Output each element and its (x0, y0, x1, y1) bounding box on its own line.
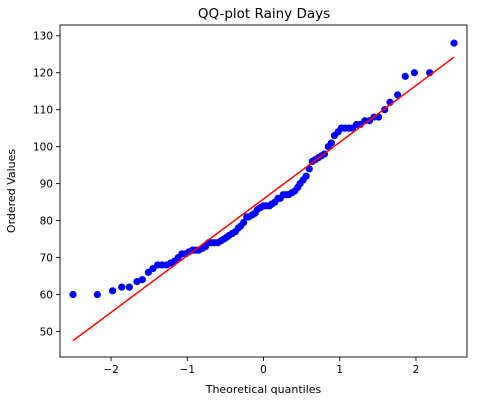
y-tick-label: 50 (40, 326, 53, 338)
y-tick-label: 60 (40, 289, 53, 301)
y-tick-label: 130 (33, 31, 53, 43)
data-point (410, 69, 419, 77)
x-tick-label: 1 (336, 364, 343, 376)
y-tick-label: 120 (33, 67, 53, 79)
data-point (240, 218, 248, 227)
data-point (138, 276, 146, 284)
data-point (394, 91, 402, 99)
y-tick-label: 70 (40, 252, 53, 264)
data-point (118, 283, 126, 291)
data-point (69, 290, 77, 299)
data-point (401, 72, 409, 80)
x-tick-label: 0 (260, 364, 267, 376)
x-tick-label: −1 (180, 364, 195, 376)
data-point (450, 39, 458, 47)
x-tick-label: −2 (103, 364, 118, 376)
reference-line (72, 56, 455, 342)
y-axis-label: Ordered Values (5, 149, 18, 233)
data-point (302, 172, 310, 180)
data-point (93, 290, 101, 299)
data-point (125, 283, 133, 291)
y-tick-label: 90 (40, 178, 53, 190)
y-tick-label: 110 (33, 104, 53, 116)
x-tick-label: 2 (413, 364, 420, 376)
x-axis-label: Theoretical quantiles (205, 383, 322, 396)
data-point (327, 139, 335, 147)
chart-title: QQ-plot Rainy Days (198, 6, 330, 22)
y-tick-label: 100 (33, 141, 53, 153)
y-tick-label: 80 (40, 215, 53, 227)
data-point (108, 287, 117, 295)
